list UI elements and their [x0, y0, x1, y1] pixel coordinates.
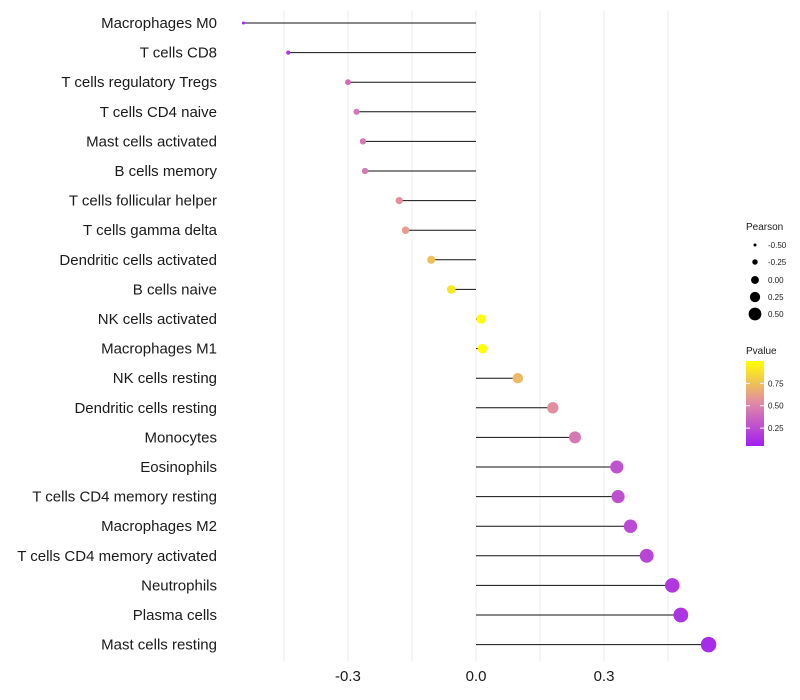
category-label: B cells memory [114, 163, 217, 180]
size-legend-label: 0.00 [768, 276, 784, 285]
x-tick-label: -0.3 [335, 668, 361, 685]
category-label: Macrophages M2 [101, 518, 217, 535]
size-legend: Pearson -0.50 -0.25 0.00 0.25 0.50 [746, 222, 787, 321]
x-tick-label: 0.3 [594, 668, 615, 685]
category-label: Macrophages M1 [101, 341, 217, 358]
category-labels: Macrophages M0 T cells CD8 T cells regulat… [17, 15, 217, 654]
category-label: Dendritic cells activated [59, 252, 217, 269]
grid-layer [283, 10, 669, 662]
size-legend-key [748, 307, 762, 321]
lollipop-point [673, 607, 689, 623]
color-legend-title: Pvalue [746, 346, 777, 357]
category-label: T cells regulatory Tregs [61, 74, 217, 91]
category-label: NK cells activated [98, 311, 217, 328]
size-legend-key [749, 291, 761, 303]
lollipop-point [512, 372, 524, 384]
lollipop-point [569, 431, 581, 444]
lollipop-point [639, 548, 654, 563]
lollipop-point [345, 79, 351, 86]
lollipop-point [359, 138, 367, 145]
category-label: NK cells resting [113, 370, 217, 387]
size-legend-title: Pearson [746, 222, 783, 233]
lollipop-point [611, 490, 625, 504]
lollipop-point [610, 460, 624, 474]
x-axis-ticks: -0.3 0.0 0.3 [335, 668, 614, 685]
lollipop-point [547, 402, 559, 414]
category-label: T cells CD4 memory resting [32, 489, 217, 506]
color-legend: Pvalue 0.75 0.50 0.25 [746, 346, 784, 446]
lollipop-point [623, 519, 638, 533]
size-legend-label: 0.25 [768, 293, 784, 302]
size-legend-label: -0.50 [768, 241, 787, 250]
color-legend-label: 0.25 [768, 424, 784, 433]
lollipop-point [241, 21, 245, 25]
category-label: Eosinophils [140, 459, 217, 476]
lollipop-point [446, 285, 456, 294]
point-layer [241, 21, 717, 653]
category-label: Mast cells resting [101, 637, 217, 654]
category-label: T cells gamma delta [83, 222, 218, 239]
category-label: Neutrophils [141, 577, 217, 594]
stem-layer [243, 22, 709, 646]
lollipop-point [477, 343, 488, 354]
category-label: Macrophages M0 [101, 15, 217, 32]
category-label: T cells CD4 naive [100, 104, 217, 121]
lollipop-point [353, 108, 360, 115]
size-legend-label: -0.25 [768, 258, 787, 267]
category-label: B cells naive [133, 281, 217, 298]
lollipop-point [700, 636, 717, 653]
lollipop-point [476, 314, 486, 324]
size-legend-label: 0.50 [768, 310, 784, 319]
size-legend-key [752, 259, 758, 265]
lollipop-point [664, 578, 680, 593]
color-legend-label: 0.75 [768, 379, 784, 388]
category-label: Dendritic cells resting [74, 400, 217, 417]
category-label: Monocytes [144, 429, 217, 446]
lollipop-point [401, 226, 410, 234]
size-legend-key [751, 276, 759, 284]
lollipop-point [395, 196, 403, 205]
category-label: Mast cells activated [86, 133, 217, 150]
category-label: T cells CD4 memory activated [17, 548, 217, 565]
lollipop-point [286, 50, 291, 55]
category-label: T cells follicular helper [69, 193, 217, 210]
x-tick-label: 0.0 [466, 668, 487, 685]
color-legend-label: 0.50 [768, 402, 784, 411]
size-legend-key [753, 243, 757, 247]
category-label: Plasma cells [133, 607, 217, 624]
lollipop-point [427, 255, 436, 264]
color-legend-bar [746, 361, 764, 446]
lollipop-point [361, 167, 369, 175]
category-label: T cells CD8 [140, 45, 217, 62]
